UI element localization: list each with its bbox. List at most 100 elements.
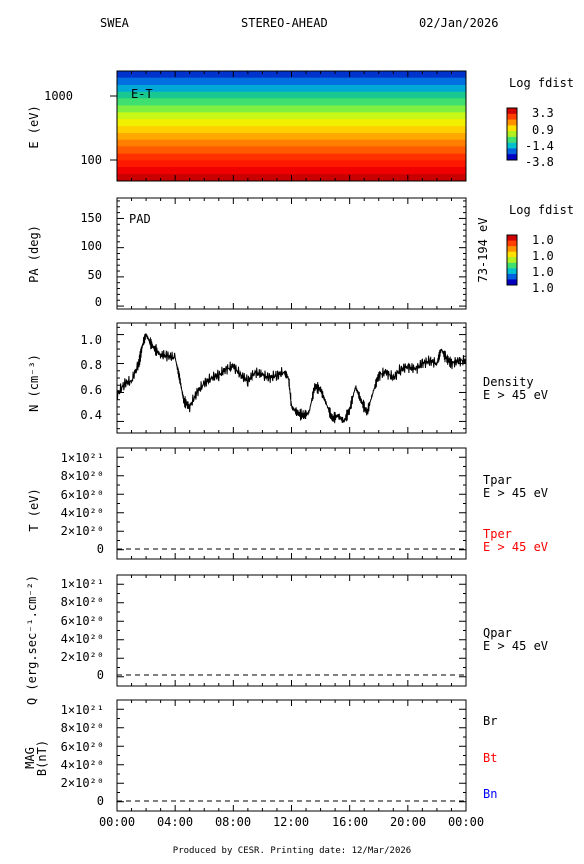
tpar-energy: E > 45 eV [483, 486, 548, 500]
et-ytick-1000: 1000 [44, 89, 73, 103]
density-panel: 1.0 0.8 0.6 0.4 N (cm⁻³) Density E > 45 … [27, 322, 548, 434]
pad-frame [116, 197, 467, 310]
cb1-swatch-6 [507, 142, 517, 149]
pad-annotation: PAD [129, 212, 151, 226]
density-ytick-1.0: 1.0 [80, 333, 102, 347]
cb2-swatch-2 [507, 246, 517, 253]
mag-panel: 1×10²¹ 8×10²⁰ 6×10²⁰ 4×10²⁰ 2×10²⁰ 0 MAG… [23, 699, 497, 812]
xtick-0400: 04:00 [157, 815, 193, 829]
et-band-2 [117, 85, 466, 93]
et-band-7 [117, 118, 466, 127]
density-ytick-0.6: 0.6 [80, 383, 102, 397]
cb2-swatch-7 [507, 273, 517, 280]
cb2-swatch-4 [507, 257, 517, 264]
et-ylabel: E (eV) [27, 105, 41, 148]
et-band-11 [117, 146, 466, 155]
pad-colorbar-label-3: 1.0 [532, 265, 554, 279]
heatflux-ylabel: Q (erg.sec⁻¹.cm⁻²) [25, 575, 39, 705]
pad-colorbar-label-4: 1.0 [532, 281, 554, 295]
pad-ytick-50: 50 [88, 268, 102, 282]
et-band-3 [117, 91, 466, 99]
heatflux-ytick-1e21: 1×10²¹ [61, 577, 104, 591]
mag-ylabel-units: B(nT) [35, 740, 49, 776]
date-title: 02/Jan/2026 [419, 16, 498, 30]
panel-tick-marks [116, 71, 467, 811]
density-frame [116, 322, 467, 434]
temperature-panel: 1×10²¹ 8×10²⁰ 6×10²⁰ 4×10²⁰ 2×10²⁰ 0 T (… [27, 447, 548, 560]
mag-ytick-6e20: 6×10²⁰ [61, 740, 104, 754]
br-label: Br [483, 714, 497, 728]
et-spectrogram [117, 71, 466, 182]
footer-credit: Produced by CESR. Printing date: 12/Mar/… [173, 846, 411, 856]
heatflux-ytick-4e20: 4×10²⁰ [61, 632, 104, 646]
cb2-border [506, 234, 518, 286]
et-colorbar-label-1: 3.3 [532, 106, 554, 120]
xtick-1600: 16:00 [332, 815, 368, 829]
density-series-energy: E > 45 eV [483, 388, 548, 402]
cb1-swatch-8 [507, 154, 517, 161]
pad-colorbar-title: Log fdist [509, 203, 574, 217]
cb1-border [506, 107, 518, 161]
et-band-12 [117, 153, 466, 161]
xtick-0800: 08:00 [215, 815, 251, 829]
cb1-swatch-3 [507, 125, 517, 132]
et-band-4 [117, 98, 466, 106]
qpar-label: Qpar [483, 626, 512, 640]
temperature-ylabel: T (eV) [27, 488, 41, 531]
density-series-name: Density [483, 375, 534, 389]
cb2-swatch-1 [507, 240, 517, 247]
et-band-14 [117, 166, 466, 175]
heatflux-frame [116, 574, 467, 687]
mag-ytick-4e20: 4×10²⁰ [61, 758, 104, 772]
x-axis: 00:00 04:00 08:00 12:00 16:00 20:00 00:0… [99, 815, 484, 829]
et-ytick-100: 100 [80, 153, 102, 167]
et-colorbar-label-4: -3.8 [525, 155, 554, 169]
temperature-ytick-2e20: 2×10²⁰ [61, 524, 104, 538]
xtick-1200: 12:00 [273, 815, 309, 829]
temperature-ytick-4e20: 4×10²⁰ [61, 506, 104, 520]
bn-label: Bn [483, 787, 497, 801]
cb2-swatch-0 [507, 235, 517, 241]
xtick-0000: 00:00 [99, 815, 135, 829]
heatflux-ytick-0: 0 [97, 668, 104, 682]
cb1-swatch-5 [507, 136, 517, 144]
density-ytick-0.8: 0.8 [80, 358, 102, 372]
xtick-2400: 00:00 [448, 815, 484, 829]
pad-colorbar [506, 234, 518, 286]
tper-energy: E > 45 eV [483, 540, 548, 554]
pad-ytick-150: 150 [80, 211, 102, 225]
pad-panel: PAD 150 100 50 0 PA (deg) 73-194 eV Log … [27, 197, 574, 310]
cb1-swatch-7 [507, 148, 517, 155]
tper-label: Tper [483, 527, 512, 541]
pad-ylabel: PA (deg) [27, 225, 41, 283]
mag-frame [116, 699, 467, 812]
cb2-swatch-8 [507, 279, 517, 286]
tpar-label: Tpar [483, 473, 512, 487]
temperature-ytick-8e20: 8×10²⁰ [61, 469, 104, 483]
et-band-6 [117, 112, 466, 120]
qpar-energy: E > 45 eV [483, 639, 548, 653]
cb1-swatch-2 [507, 119, 517, 126]
mag-ytick-0: 0 [97, 794, 104, 808]
et-band-10 [117, 139, 466, 147]
pad-ytick-0: 0 [95, 295, 102, 309]
cb1-swatch-0 [507, 108, 517, 115]
density-ylabel: N (cm⁻³) [27, 354, 41, 412]
et-colorbar-label-2: 0.9 [532, 123, 554, 137]
xtick-2000: 20:00 [390, 815, 426, 829]
cb1-swatch-1 [507, 113, 517, 120]
et-band-13 [117, 160, 466, 168]
et-band-8 [117, 126, 466, 134]
pad-ytick-100: 100 [80, 239, 102, 253]
et-colorbar-label-3: -1.4 [525, 139, 554, 153]
et-colorbar-title: Log fdist [509, 76, 574, 90]
mag-ylabel: MAG [23, 747, 37, 769]
heatflux-ytick-8e20: 8×10²⁰ [61, 595, 104, 609]
cb1-swatch-4 [507, 131, 517, 138]
heatflux-ytick-6e20: 6×10²⁰ [61, 614, 104, 628]
et-band-5 [117, 105, 466, 113]
pad-colorbar-label-2: 1.0 [532, 249, 554, 263]
et-band-9 [117, 133, 466, 141]
bt-label: Bt [483, 751, 497, 765]
temperature-ytick-0: 0 [97, 542, 104, 556]
